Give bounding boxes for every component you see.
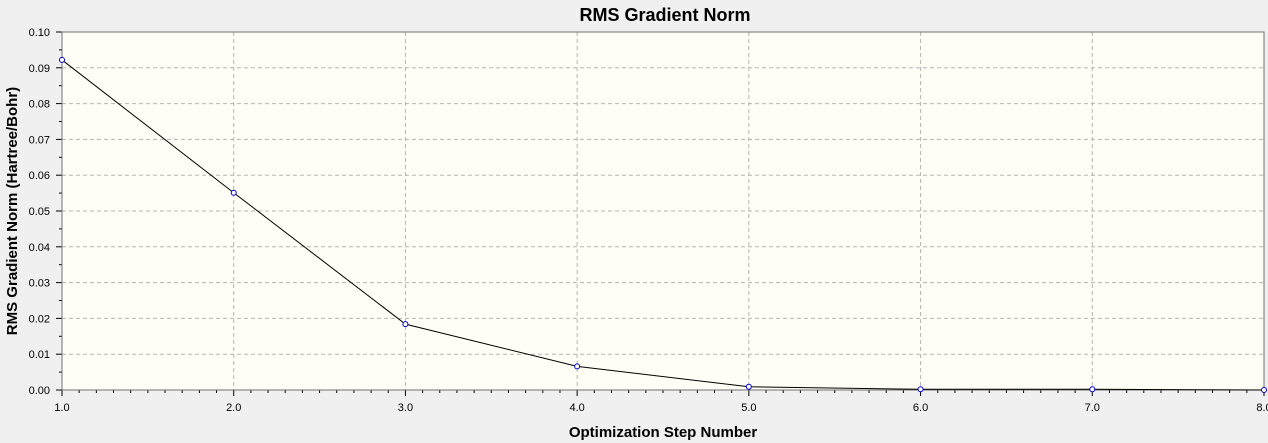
- plot-area: [62, 32, 1264, 390]
- y-tick-labels: 0.00 0.01 0.02 0.03 0.04 0.05 0.06 0.07 0.08 0.09…: [29, 27, 50, 397]
- grid-lines: [62, 32, 1264, 390]
- plot-frame: [61, 31, 1265, 391]
- y-tick-label: 0.04: [29, 242, 50, 254]
- data-point: [1261, 387, 1267, 393]
- y-tick-label: 0.07: [29, 134, 50, 146]
- x-tick-label: 1.0: [54, 402, 69, 414]
- data-point: [1089, 386, 1096, 393]
- data-point: [745, 383, 752, 390]
- series-line: [61, 59, 1265, 391]
- y-tick-label: 0.01: [29, 349, 50, 361]
- y-tick-label: 0.06: [29, 170, 50, 182]
- y-tick-label: 0.03: [29, 278, 50, 290]
- x-tick-labels: 1.0 2.0 3.0 4.0 5.0 6.0 7.0 8.0: [54, 402, 1268, 414]
- x-tick-label: 7.0: [1085, 402, 1100, 414]
- data-point: [402, 321, 409, 328]
- x-axis-label: Optimization Step Number: [569, 424, 758, 441]
- data-point: [574, 363, 581, 370]
- x-tick-label: 2.0: [226, 402, 241, 414]
- y-axis-label: RMS Gradient Norm (Hartree/Bohr): [4, 87, 21, 335]
- y-tick-label: 0.05: [29, 206, 50, 218]
- x-tick-label: 6.0: [913, 402, 928, 414]
- y-tick-label: 0.00: [29, 385, 50, 397]
- y-tick-label: 0.09: [29, 63, 50, 75]
- x-tick-label: 8.0: [1256, 402, 1268, 414]
- y-tick-label: 0.10: [29, 27, 50, 39]
- data-point: [917, 386, 924, 393]
- data-point: [230, 189, 237, 196]
- y-tick-label: 0.02: [29, 313, 50, 325]
- y-tick-label: 0.08: [29, 99, 50, 111]
- chart-title: RMS Gradient Norm: [579, 5, 750, 25]
- x-tick-label: 3.0: [398, 402, 413, 414]
- data-point: [59, 56, 65, 63]
- x-tick-label: 4.0: [569, 402, 584, 414]
- marker-layer: [59, 56, 1267, 393]
- series-layer: [61, 59, 1265, 391]
- x-tick-label: 5.0: [741, 402, 756, 414]
